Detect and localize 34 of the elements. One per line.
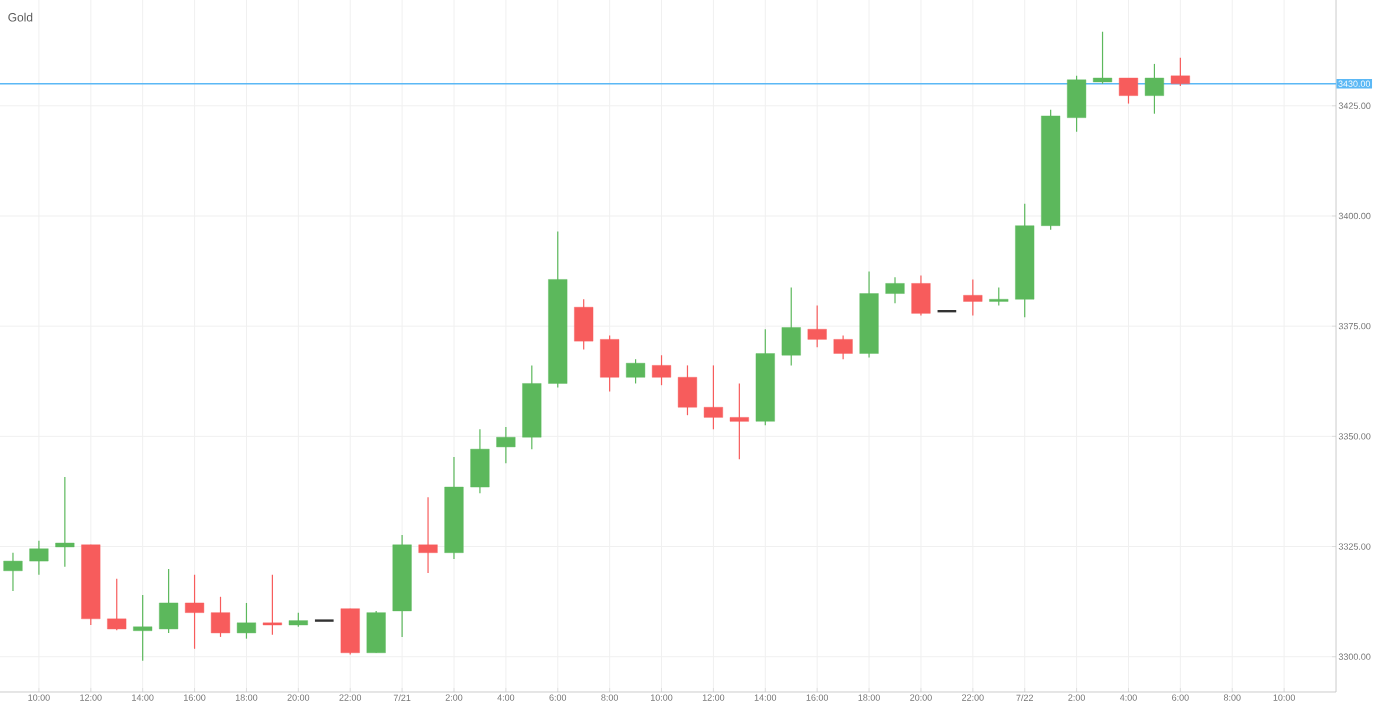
candlestick — [1067, 75, 1087, 133]
candlestick — [677, 364, 697, 416]
candlestick — [600, 334, 620, 392]
candlestick — [651, 354, 672, 386]
candlestick — [1093, 31, 1113, 85]
candlestick — [703, 364, 723, 430]
candlestick — [574, 298, 594, 351]
candlestick — [418, 496, 438, 574]
candlestick — [470, 428, 490, 494]
candlestick — [626, 358, 646, 385]
candlestick — [3, 552, 23, 592]
candlestick — [496, 426, 516, 464]
candlestick — [833, 334, 853, 360]
candlestick — [236, 602, 256, 640]
candlestick — [29, 540, 49, 576]
candlestick — [55, 476, 75, 568]
candlestick — [262, 574, 282, 636]
candlestick — [729, 382, 749, 460]
candlestick — [911, 274, 931, 317]
candlestick — [1118, 77, 1139, 105]
candlestick — [133, 594, 153, 662]
candlestick — [210, 596, 231, 638]
candlestick — [963, 278, 983, 317]
candlestick — [366, 610, 386, 654]
candlestick — [1170, 57, 1190, 87]
candlestick — [781, 286, 801, 366]
candlestick — [1144, 63, 1164, 115]
candlestick — [159, 568, 179, 634]
candlestick — [989, 286, 1009, 307]
candlestick — [885, 276, 905, 304]
candlestick — [107, 578, 127, 631]
candlestick — [807, 304, 827, 348]
candlestick — [185, 574, 205, 650]
candlestick — [340, 608, 360, 656]
